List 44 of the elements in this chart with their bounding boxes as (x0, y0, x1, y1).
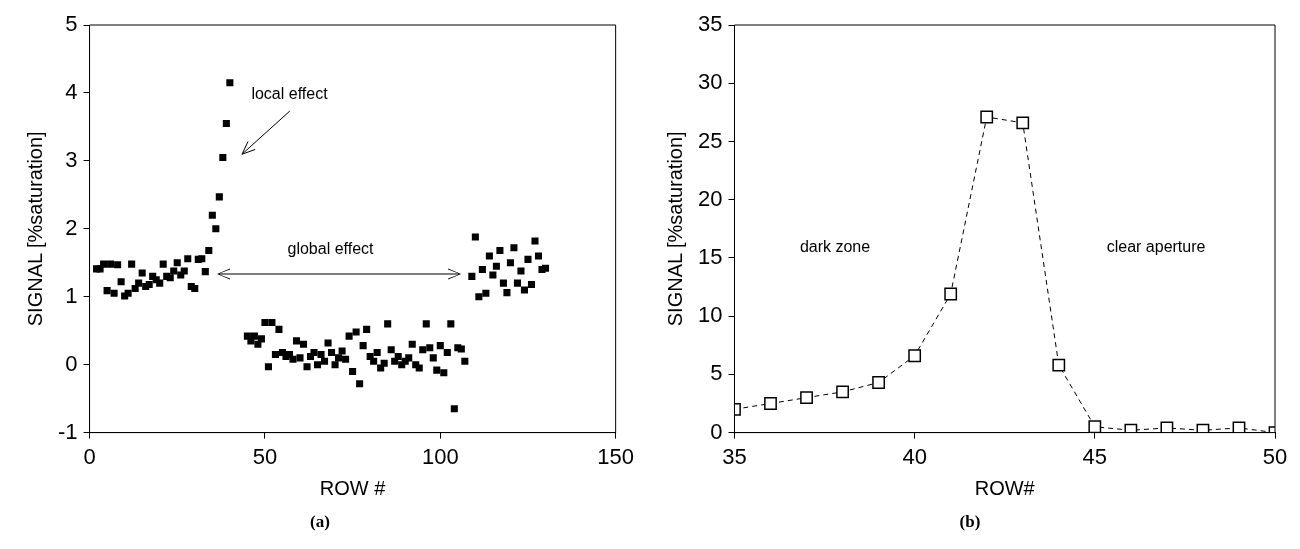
y-tick-label: 15 (697, 243, 723, 269)
y-tick-label: 5 (710, 360, 723, 386)
x-axis-title: ROW# (974, 476, 1036, 499)
x-tick-label: 50 (252, 443, 278, 469)
y-axis-title: SIGNAL [%saturation] (663, 131, 686, 327)
y-tick-label: -1 (58, 418, 78, 444)
x-tick-label: 0 (83, 443, 96, 469)
y-tick-label: 4 (65, 79, 78, 104)
point (1016, 116, 1030, 130)
y-tick-label: 10 (697, 302, 723, 328)
point (1124, 423, 1138, 433)
point (944, 287, 958, 301)
y-tick-label: 20 (697, 185, 723, 211)
x-tick-label: 50 (1262, 443, 1288, 469)
point (908, 349, 922, 363)
annotation: local effect (251, 84, 329, 102)
x-tick-label: 150 (597, 443, 635, 469)
point (1052, 358, 1066, 372)
y-tick-label: 30 (697, 69, 723, 95)
text: (a) (309, 512, 331, 532)
annotation: global effect (287, 239, 375, 257)
y-tick-label: 3 (65, 146, 78, 172)
point (800, 391, 813, 405)
y-tick-label: 2 (65, 214, 78, 240)
annotation: dark zone (799, 238, 871, 256)
point (764, 397, 777, 410)
y-tick-label: 0 (710, 418, 723, 444)
y-tick-label: 35 (697, 11, 723, 37)
point (1088, 420, 1102, 433)
y-tick-label: 5 (65, 11, 78, 37)
x-tick-label: 40 (902, 443, 927, 469)
y-tick-label: 1 (65, 282, 78, 308)
y-tick-label: 0 (65, 350, 78, 376)
point (980, 110, 994, 124)
x-tick-label: 100 (421, 443, 459, 469)
point (872, 376, 886, 389)
point (1160, 421, 1174, 433)
x-tick-label: 45 (1082, 443, 1108, 469)
text: (b) (958, 512, 982, 532)
y-tick-label: 25 (697, 127, 723, 153)
annotation: clear aperture (1106, 238, 1206, 256)
y-axis-title: SIGNAL [%saturation] (23, 131, 46, 327)
point (836, 385, 849, 399)
x-axis-title: ROW # (319, 476, 387, 499)
